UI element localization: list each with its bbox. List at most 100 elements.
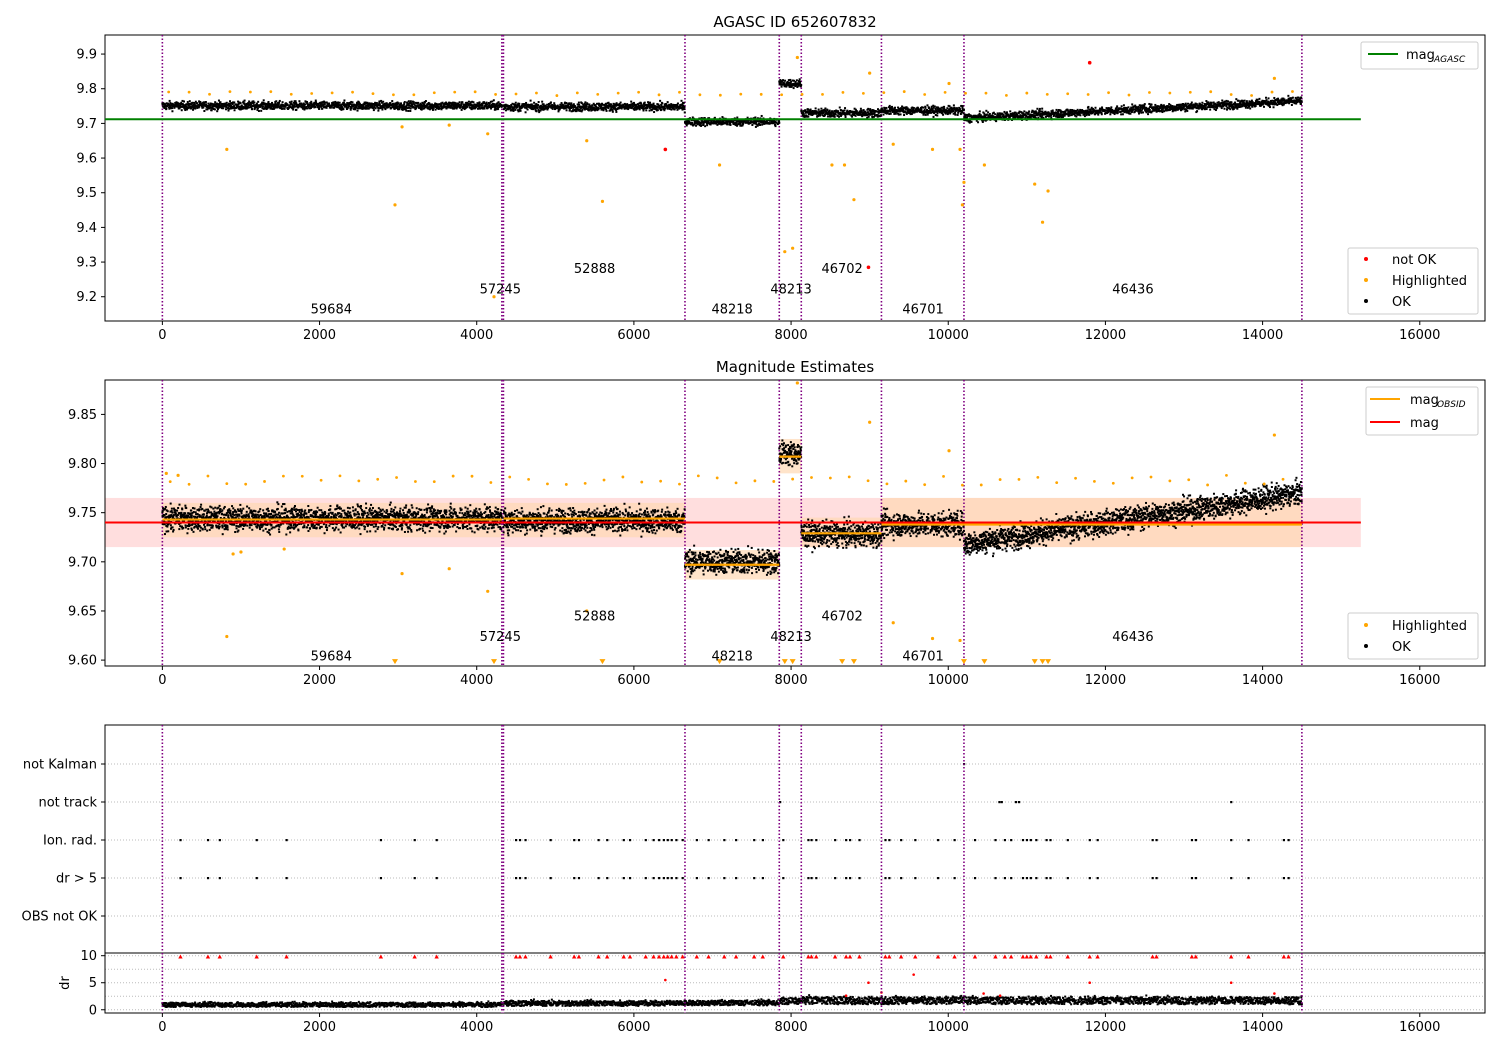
x-tick-label: 14000 bbox=[1242, 328, 1283, 343]
ok-point bbox=[357, 110, 359, 112]
ok-point bbox=[1069, 114, 1071, 116]
ok-point bbox=[943, 106, 945, 108]
ok-point bbox=[1088, 114, 1090, 116]
ok-point bbox=[1101, 113, 1103, 115]
ok-point bbox=[880, 114, 882, 116]
ok-point bbox=[282, 108, 284, 110]
ok-point bbox=[175, 513, 177, 515]
y-tick-label: 9.7 bbox=[76, 117, 97, 132]
ok-point bbox=[1196, 110, 1198, 112]
ok-point bbox=[197, 513, 199, 515]
ok-point bbox=[262, 105, 264, 107]
ok-point bbox=[171, 107, 173, 109]
ok-point bbox=[1009, 110, 1011, 112]
ok-point bbox=[209, 529, 211, 531]
ok-point bbox=[407, 110, 409, 112]
ok-point bbox=[942, 114, 944, 116]
ok-point bbox=[934, 105, 936, 107]
ok-point bbox=[229, 100, 231, 102]
ok-point bbox=[596, 103, 598, 105]
ok-point bbox=[525, 102, 527, 104]
ok-point bbox=[226, 102, 228, 104]
ok-point bbox=[818, 109, 820, 111]
ok-point bbox=[192, 102, 194, 104]
ok-point bbox=[989, 113, 991, 115]
ok-point bbox=[169, 100, 171, 102]
highlighted-point bbox=[739, 93, 742, 96]
notok-point bbox=[664, 148, 668, 152]
ok-point bbox=[187, 514, 189, 516]
ok-point bbox=[985, 110, 987, 112]
ok-point bbox=[291, 101, 293, 103]
ok-point bbox=[189, 516, 191, 518]
ok-point bbox=[1149, 109, 1151, 111]
agasc-magnitude-panel: AGASC ID 652607832 596845724552888482184… bbox=[76, 13, 1485, 343]
ok-point bbox=[468, 101, 470, 103]
ok-point bbox=[829, 110, 831, 112]
highlighted-point bbox=[964, 92, 967, 95]
ok-point bbox=[166, 526, 168, 528]
highlighted-point bbox=[862, 92, 865, 95]
highlighted-point bbox=[821, 93, 824, 96]
ok-point bbox=[203, 514, 205, 516]
ok-point bbox=[461, 109, 463, 111]
ok-point bbox=[493, 99, 495, 101]
ok-point bbox=[890, 113, 892, 115]
ok-point bbox=[214, 108, 216, 110]
ok-point bbox=[234, 109, 236, 111]
highlighted-point bbox=[843, 163, 846, 166]
ok-point bbox=[538, 101, 540, 103]
x-tick-label: 16000 bbox=[1399, 328, 1440, 343]
ok-point bbox=[167, 510, 169, 512]
ok-point bbox=[845, 116, 847, 118]
ok-point bbox=[210, 506, 212, 508]
ok-point bbox=[1110, 106, 1112, 108]
ok-point bbox=[197, 528, 199, 530]
ok-point bbox=[205, 509, 207, 511]
ok-point bbox=[326, 107, 328, 109]
ok-point bbox=[1087, 109, 1089, 111]
ok-point bbox=[198, 508, 200, 510]
ok-point bbox=[933, 116, 935, 118]
highlighted-point bbox=[535, 92, 538, 95]
ok-point bbox=[977, 121, 979, 123]
ok-point bbox=[1159, 110, 1161, 112]
ok-point bbox=[1131, 103, 1133, 105]
highlighted-point bbox=[1033, 182, 1036, 185]
ok-point bbox=[263, 99, 265, 101]
highlighted-point bbox=[903, 90, 906, 93]
ok-point bbox=[649, 110, 651, 112]
ok-point bbox=[351, 101, 353, 103]
ok-point bbox=[324, 104, 326, 106]
ok-point bbox=[212, 527, 214, 529]
highlighted-point bbox=[1066, 92, 1069, 95]
ok-point bbox=[983, 113, 985, 115]
ok-point bbox=[178, 528, 180, 530]
ok-point bbox=[1300, 96, 1302, 98]
ok-point bbox=[661, 103, 663, 105]
highlighted-point bbox=[1291, 90, 1294, 93]
ok-point bbox=[653, 103, 655, 105]
ok-point bbox=[1265, 99, 1267, 101]
ok-point bbox=[960, 113, 962, 115]
ok-point bbox=[612, 111, 614, 113]
ok-point bbox=[1157, 105, 1159, 107]
ok-point bbox=[785, 86, 787, 88]
ok-point bbox=[442, 102, 444, 104]
ok-point bbox=[475, 106, 477, 108]
ok-point bbox=[206, 524, 208, 526]
ok-point bbox=[1292, 97, 1294, 99]
ok-point bbox=[173, 529, 175, 531]
ok-point bbox=[310, 101, 312, 103]
ok-point bbox=[1006, 111, 1008, 113]
magnitude-estimates-panel: Magnitude Estimates 59684572455288848218… bbox=[68, 358, 1485, 688]
ok-point bbox=[211, 109, 213, 111]
highlighted-point bbox=[351, 91, 354, 94]
ok-point bbox=[1251, 106, 1253, 108]
ok-point bbox=[541, 101, 543, 103]
highlighted-point bbox=[448, 124, 451, 127]
ok-point bbox=[1187, 103, 1189, 105]
ok-point bbox=[839, 106, 841, 108]
ok-point bbox=[680, 100, 682, 102]
